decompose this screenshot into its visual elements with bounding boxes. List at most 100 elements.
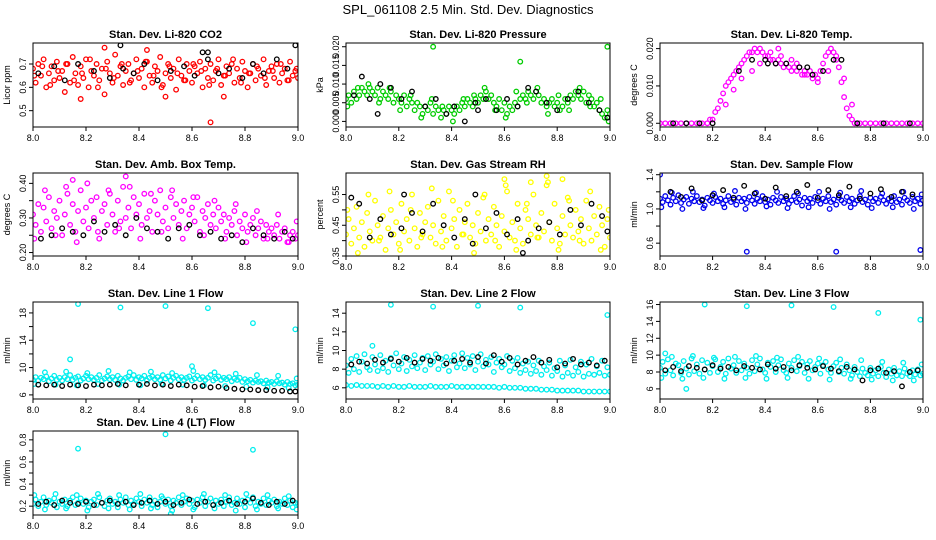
data-point (260, 56, 267, 63)
data-point (380, 382, 386, 389)
data-point (422, 103, 429, 110)
x-tick-label: 8.4 (759, 262, 772, 272)
data-point (105, 368, 112, 374)
data-point (772, 184, 779, 191)
data-point (451, 110, 458, 117)
data-point (767, 56, 774, 63)
data-point (83, 204, 89, 211)
data-point (137, 491, 144, 497)
x-tick-label: 8.0 (27, 133, 40, 143)
data-point (73, 492, 80, 499)
data-point (411, 225, 418, 232)
data-point (93, 194, 100, 201)
data-point (90, 496, 97, 503)
data-point (814, 194, 821, 201)
x-tick-label: 8.2 (393, 262, 406, 272)
data-point (48, 225, 55, 232)
data-point (830, 304, 837, 311)
data-point (151, 197, 158, 204)
data-point (364, 360, 371, 367)
x-tick-label: 8.6 (186, 521, 199, 531)
data-point (809, 75, 816, 82)
data-point (545, 179, 551, 186)
data-point (501, 99, 508, 106)
data-point (672, 120, 679, 127)
data-point (575, 88, 582, 95)
data-point (793, 68, 800, 74)
data-point (828, 45, 834, 52)
data-point (725, 193, 732, 200)
data-point (480, 383, 487, 390)
data-point (249, 61, 256, 67)
data-point (502, 182, 509, 189)
data-point (578, 361, 584, 368)
data-point (601, 114, 608, 121)
data-point (604, 43, 610, 50)
data-point (77, 495, 84, 502)
data-points (346, 173, 610, 256)
data-point (264, 235, 271, 242)
data-point (517, 96, 524, 102)
data-point (730, 194, 737, 201)
data-point (178, 208, 185, 214)
data-point (846, 112, 853, 119)
data-point (239, 75, 246, 81)
data-point (403, 355, 410, 361)
data-point (159, 218, 166, 225)
data-point (689, 188, 696, 195)
data-point (585, 225, 592, 232)
data-point (435, 107, 442, 114)
data-point (580, 373, 587, 380)
data-point (196, 58, 203, 65)
data-point (749, 49, 755, 56)
data-point (440, 213, 447, 219)
data-point (397, 107, 404, 114)
data-point (106, 497, 113, 504)
data-point (867, 364, 874, 371)
data-point (173, 86, 180, 93)
data-point (862, 196, 869, 203)
data-point (94, 491, 101, 497)
data-point (604, 216, 610, 223)
data-point (223, 385, 230, 392)
data-point (358, 73, 365, 80)
y-tick-label: 0.6 (18, 456, 28, 469)
data-point (543, 173, 550, 180)
data-point (106, 75, 113, 81)
data-point (783, 369, 790, 376)
data-point (40, 204, 47, 211)
data-point (555, 92, 562, 99)
data-point (746, 49, 753, 56)
panel-9: Stan. Dev. Line 3 Flow ml/min 8.0 8.2 8.4 8.6… (629, 288, 929, 415)
y-tick-label: 0.010 (645, 75, 655, 98)
panel-title: Stan. Dev. Line 1 Flow (108, 288, 224, 300)
data-point (253, 208, 260, 214)
data-point (122, 173, 129, 180)
series-black (348, 352, 608, 371)
data-point (143, 225, 150, 232)
data-point (385, 225, 392, 232)
data-point (220, 93, 227, 100)
data-point (43, 218, 50, 225)
data-point (517, 58, 524, 65)
data-point (348, 382, 355, 389)
data-point (397, 246, 404, 253)
data-point (556, 240, 563, 247)
data-point (239, 239, 246, 246)
data-point (191, 218, 198, 225)
data-point (814, 360, 821, 367)
data-point (535, 225, 542, 232)
data-point (143, 215, 150, 221)
data-point (41, 187, 48, 194)
data-point (253, 372, 260, 379)
y-tick-label: 6 (331, 385, 341, 390)
data-point (725, 355, 732, 362)
data-point (158, 493, 165, 500)
data-point (701, 302, 708, 308)
data-point (875, 373, 882, 380)
data-point (243, 491, 250, 497)
data-point (271, 235, 278, 242)
data-point (783, 193, 790, 200)
x-tick-label: 8.4 (133, 521, 146, 531)
y-axis-label: ml/min (315, 337, 325, 364)
